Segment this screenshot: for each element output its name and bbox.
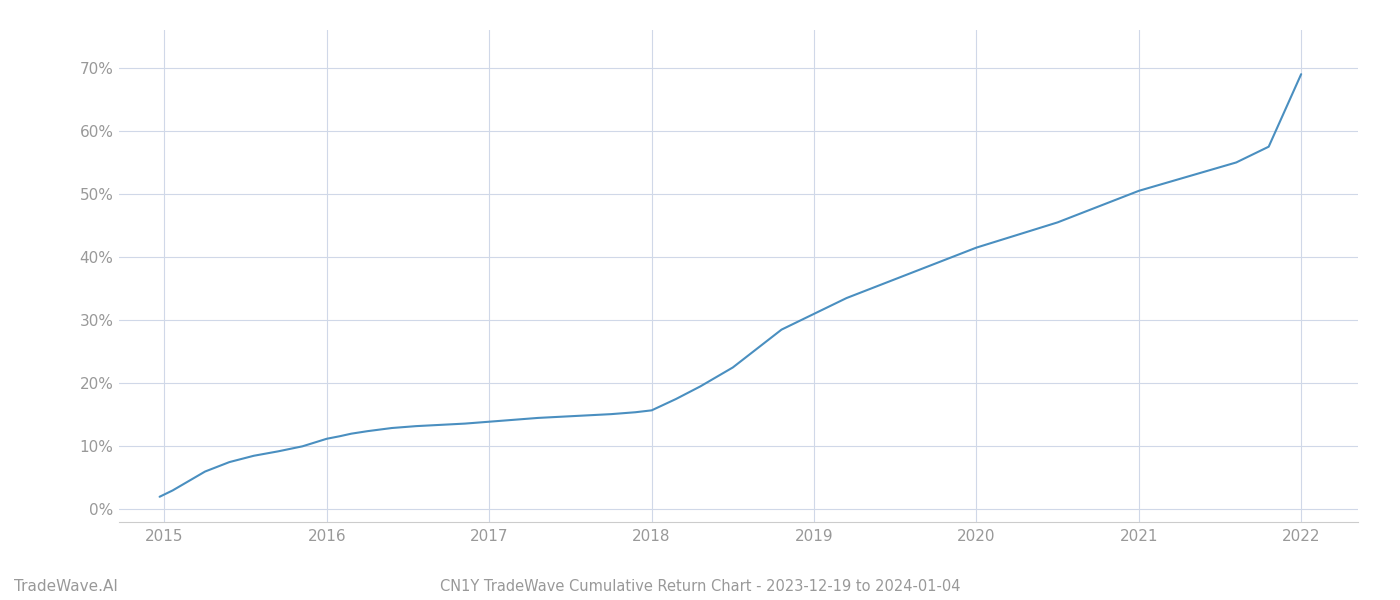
Text: TradeWave.AI: TradeWave.AI xyxy=(14,579,118,594)
Text: CN1Y TradeWave Cumulative Return Chart - 2023-12-19 to 2024-01-04: CN1Y TradeWave Cumulative Return Chart -… xyxy=(440,579,960,594)
